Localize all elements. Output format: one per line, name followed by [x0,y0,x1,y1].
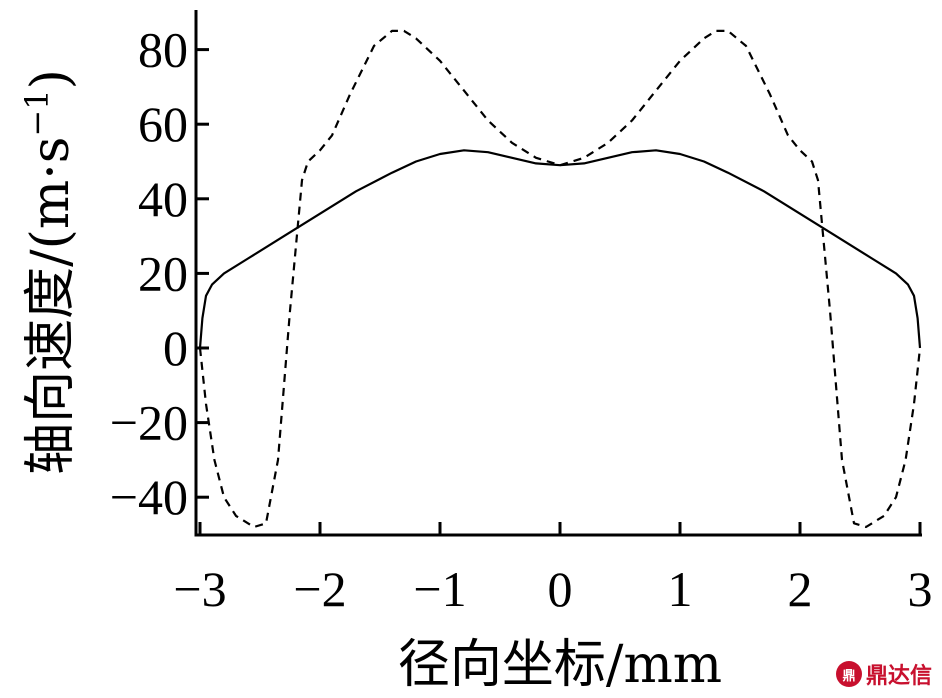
watermark-text: 鼎达信 [865,664,932,689]
y-tick-label: 60 [138,96,188,152]
y-tick-label: −40 [110,469,188,525]
y-tick-label: 40 [138,171,188,227]
watermark: 鼎 鼎达信 [835,658,932,690]
x-tick-label: 3 [908,561,933,617]
watermark-logo-icon: 鼎 [835,661,862,687]
x-tick-label: 1 [668,561,693,617]
x-tick-label: −2 [293,561,346,617]
y-axis-ticks: −40 −20 0 20 40 60 80 [110,22,209,525]
series-layer [198,29,922,529]
x-tick-label: −1 [413,561,466,617]
series-line-dashed [198,29,922,529]
y-tick-label: −20 [110,395,188,451]
y-tick-label: 0 [163,320,188,376]
y-axis-title-close: ) [21,69,81,89]
series-line-solid [198,149,922,349]
y-tick-label: 20 [138,245,188,301]
axis-frame [194,10,922,537]
x-axis-ticks: −3 −2 −1 0 1 2 3 [173,522,933,617]
y-tick-label: 80 [138,22,188,78]
x-tick-label: 2 [788,561,813,617]
x-tick-label: 0 [548,561,573,617]
y-axis-title-main: 轴向速度/(m·s [21,137,81,475]
y-axis-title: 轴向速度/(m·s−1) [18,69,81,475]
y-axis-title-sup: −1 [18,89,56,136]
x-axis-title: 径向坐标/mm [398,635,722,695]
x-tick-label: −3 [173,561,226,617]
